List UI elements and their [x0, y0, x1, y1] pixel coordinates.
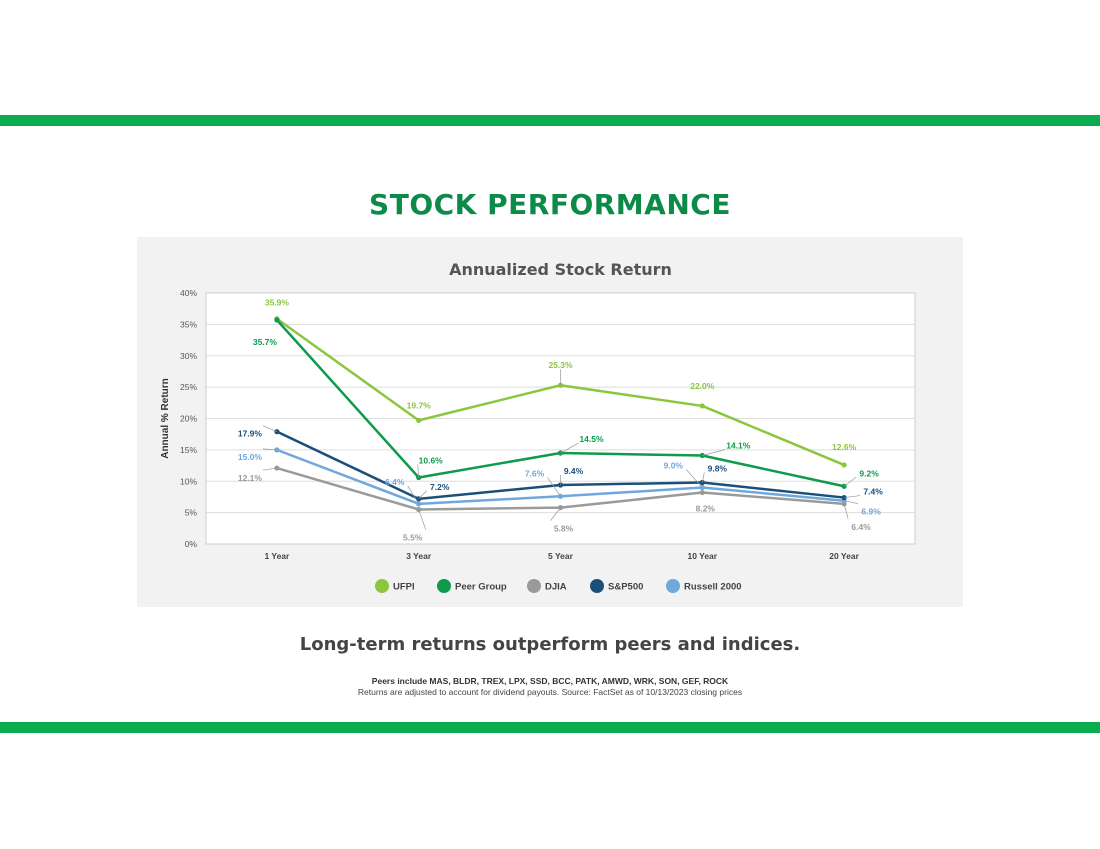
data-label: 25.3% — [548, 360, 573, 370]
y-tick-label: 0% — [185, 539, 198, 549]
label-leader — [417, 464, 420, 478]
data-label: 12.1% — [238, 473, 263, 483]
data-point — [274, 465, 280, 471]
page-title: STOCK PERFORMANCE — [369, 188, 731, 221]
data-label: 10.6% — [419, 455, 444, 465]
label-leader — [844, 495, 861, 498]
data-label: 9.0% — [664, 461, 684, 471]
label-leader — [686, 469, 703, 488]
data-label: 35.7% — [253, 337, 278, 347]
legend-marker — [590, 579, 604, 593]
data-label: 9.2% — [859, 468, 879, 478]
label-leader — [418, 490, 427, 500]
y-tick-label: 20% — [180, 414, 197, 424]
y-tick-label: 5% — [185, 508, 198, 518]
x-tick-label: 1 Year — [264, 551, 290, 561]
data-point — [416, 417, 422, 423]
y-tick-label: 40% — [180, 288, 197, 298]
data-label: 7.2% — [430, 482, 450, 492]
data-point — [699, 489, 705, 496]
legend-label: S&P500 — [608, 582, 643, 593]
y-tick-label: 25% — [180, 382, 197, 392]
data-point — [841, 462, 847, 468]
data-label: 5.8% — [554, 524, 574, 534]
data-label: 14.1% — [726, 441, 751, 451]
data-label: 22.0% — [690, 381, 715, 391]
x-tick-label: 3 Year — [406, 551, 432, 561]
label-leader — [262, 425, 278, 432]
data-label: 35.9% — [265, 298, 290, 308]
y-axis-label: Annual % Return — [160, 378, 171, 459]
data-label: 14.5% — [579, 434, 604, 444]
y-tick-label: 30% — [180, 351, 197, 361]
bottom-accent-band — [0, 722, 1100, 733]
x-tick-label: 10 Year — [687, 551, 717, 561]
source-note: Returns are adjusted to account for divi… — [357, 687, 743, 697]
top-accent-band — [0, 115, 1100, 126]
label-leader — [702, 449, 726, 456]
legend-marker — [666, 579, 680, 593]
y-tick-label: 10% — [180, 476, 197, 486]
y-tick-label: 35% — [180, 319, 197, 329]
legend-label: Peer Group — [455, 582, 507, 593]
data-label: 7.4% — [863, 487, 883, 497]
label-leader — [262, 467, 277, 471]
data-label: 7.6% — [525, 468, 545, 478]
legend-marker — [527, 579, 541, 593]
x-tick-label: 20 Year — [829, 551, 859, 561]
label-leader — [843, 503, 849, 519]
legend-label: DJIA — [545, 582, 567, 593]
label-leader — [844, 500, 859, 505]
peers-note: Peers include MAS, BLDR, TREX, LPX, SSD,… — [371, 676, 729, 686]
tagline: Long-term returns outperform peers and i… — [299, 634, 801, 655]
data-label: 6.4% — [851, 522, 871, 532]
data-label: 12.6% — [832, 442, 857, 452]
label-leader — [701, 472, 705, 483]
legend-marker — [437, 579, 451, 593]
data-label: 6.4% — [385, 477, 405, 487]
y-tick-label: 15% — [180, 445, 197, 455]
label-leader — [547, 477, 561, 497]
legend-marker — [375, 579, 389, 593]
label-leader — [407, 485, 419, 505]
label-leader — [550, 507, 561, 521]
label-leader — [262, 448, 277, 451]
data-label: 6.9% — [861, 507, 881, 517]
data-label: 9.4% — [564, 466, 584, 476]
x-tick-label: 5 Year — [548, 551, 574, 561]
chart-panel: Annualized Stock Return 0% 5% 10% 15% 20% 25% 3… — [137, 237, 963, 607]
label-leader — [418, 509, 427, 530]
line-chart: Annualized Stock Return 0% 5% 10% 15% 20% 25% 3… — [160, 260, 916, 593]
legend-label: UFPI — [393, 582, 415, 593]
data-label: 17.9% — [238, 429, 263, 439]
chart-title: Annualized Stock Return — [449, 260, 672, 279]
data-point — [699, 403, 705, 409]
data-point — [274, 317, 280, 323]
data-label: 5.5% — [403, 532, 423, 542]
data-label: 15.0% — [238, 452, 263, 462]
data-label: 9.8% — [708, 464, 728, 474]
label-leader — [560, 442, 579, 454]
data-label: 19.7% — [407, 400, 432, 410]
data-label: 8.2% — [696, 504, 716, 514]
label-leader — [843, 476, 857, 487]
legend-label: Russell 2000 — [684, 582, 742, 593]
